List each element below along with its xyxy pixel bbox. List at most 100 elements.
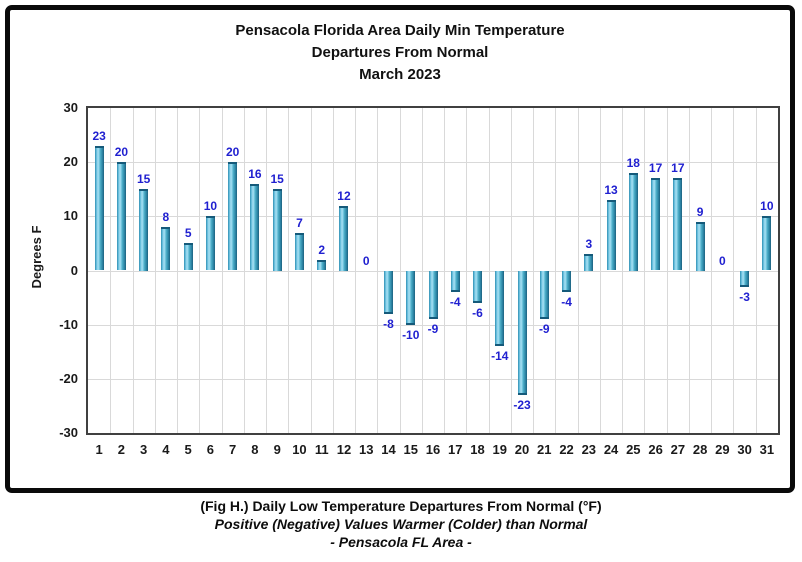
v-gridline xyxy=(755,108,757,433)
bar xyxy=(228,162,238,271)
bar-value-label: 2 xyxy=(318,242,326,257)
v-gridline xyxy=(110,108,112,433)
figure-caption: (Fig H.) Daily Low Temperature Departure… xyxy=(0,497,802,551)
bar-value-label: 0 xyxy=(362,253,370,268)
y-tick-label: 0 xyxy=(70,262,78,278)
chart-title-line-1: Pensacola Florida Area Daily Min Tempera… xyxy=(235,22,565,39)
bar xyxy=(517,270,527,396)
y-tick-label: -30 xyxy=(59,425,78,440)
bar-value-label: -23 xyxy=(513,398,531,413)
v-gridline xyxy=(488,108,490,433)
h-gridline xyxy=(88,162,778,164)
chart-title-line-3: March 2023 xyxy=(359,66,441,83)
bar xyxy=(584,254,594,271)
plot-inner: 23 20 15 8 5 10 20 16 15 7 2 12 0 -8 -10 -9 -4 -6 -14 -23 -9… xyxy=(88,108,778,433)
v-gridline xyxy=(555,108,557,433)
v-gridline xyxy=(177,108,179,433)
bar xyxy=(116,162,126,271)
bar-value-label: 17 xyxy=(671,161,685,176)
caption-line-2: Positive (Negative) Values Warmer (Colde… xyxy=(214,516,588,532)
bar-value-label: 10 xyxy=(760,199,774,214)
v-gridline xyxy=(444,108,446,433)
bar-value-label: 15 xyxy=(136,172,151,187)
x-axis-label: 14 xyxy=(381,442,396,457)
x-axis-label: 29 xyxy=(715,442,730,457)
bar xyxy=(450,270,460,293)
x-axis-label: 24 xyxy=(603,442,619,457)
x-axis-label: 23 xyxy=(581,442,597,457)
x-axis-label: 18 xyxy=(470,442,485,457)
bar xyxy=(495,270,505,347)
v-gridline xyxy=(377,108,379,433)
bar-value-label: 20 xyxy=(225,145,240,160)
x-axis-label: 27 xyxy=(670,442,686,457)
bar xyxy=(250,183,260,271)
v-gridline xyxy=(533,108,535,433)
v-gridline xyxy=(243,108,245,433)
v-gridline xyxy=(332,108,334,433)
caption-line-1: (Fig H.) Daily Low Temperature Departure… xyxy=(200,498,602,514)
x-axis-label: 3 xyxy=(140,442,148,457)
bar-value-label: 9 xyxy=(696,204,704,219)
x-axis-label: 12 xyxy=(336,442,352,457)
bar-value-label: 18 xyxy=(626,156,640,170)
bar xyxy=(539,270,549,320)
bar-value-label: -9 xyxy=(538,322,550,337)
v-gridline xyxy=(688,108,690,433)
x-axis-label: 22 xyxy=(559,442,574,457)
v-gridline xyxy=(644,108,646,433)
bar-value-label: 0 xyxy=(719,253,726,268)
x-axis-label: 31 xyxy=(759,442,775,457)
bar-value-label: 23 xyxy=(92,128,106,143)
x-axis-label: 7 xyxy=(229,442,237,457)
y-tick-label: -10 xyxy=(59,316,78,332)
chart-title: Pensacola Florida Area Daily Min Tempera… xyxy=(10,20,790,86)
x-axis-label: 28 xyxy=(692,442,708,457)
bar xyxy=(205,216,215,271)
x-axis-label: 26 xyxy=(648,442,663,457)
v-gridline xyxy=(199,108,201,433)
y-tick-label: -20 xyxy=(59,370,78,386)
x-axis-label: 8 xyxy=(251,442,259,457)
x-axis-label: 6 xyxy=(206,442,215,457)
bar-value-label: -4 xyxy=(561,295,572,310)
v-gridline xyxy=(599,108,601,433)
x-axis-label: 4 xyxy=(162,442,170,457)
h-gridline xyxy=(88,216,778,218)
bar-value-label: -3 xyxy=(739,289,750,304)
bar-value-label: 15 xyxy=(270,172,284,187)
bar-value-label: 7 xyxy=(296,215,303,230)
v-gridline xyxy=(622,108,624,433)
v-gridline xyxy=(421,108,423,433)
bar-value-label: 8 xyxy=(162,210,170,225)
bar xyxy=(406,270,416,325)
bar xyxy=(740,270,750,287)
v-gridline xyxy=(711,108,713,433)
bar xyxy=(383,270,393,314)
h-gridline xyxy=(88,378,778,380)
v-gridline xyxy=(266,108,268,433)
x-axis-label: 15 xyxy=(403,442,418,457)
v-gridline xyxy=(577,108,579,433)
v-gridline xyxy=(288,108,290,433)
bar xyxy=(695,221,705,271)
v-gridline xyxy=(666,108,668,433)
v-gridline xyxy=(510,108,512,433)
v-gridline xyxy=(355,108,357,433)
x-axis-label: 19 xyxy=(492,442,507,457)
bar-value-label: 17 xyxy=(648,161,663,176)
v-gridline xyxy=(132,108,134,433)
bar xyxy=(428,270,438,320)
bar xyxy=(673,178,683,271)
bar-value-label: -10 xyxy=(402,327,420,342)
v-gridline xyxy=(221,108,223,433)
x-axis-label: 13 xyxy=(358,442,374,457)
bar-value-label: 13 xyxy=(604,183,618,198)
v-gridline xyxy=(154,108,156,433)
x-axis-label: 30 xyxy=(737,442,752,457)
bar-value-label: 16 xyxy=(248,166,262,181)
bar xyxy=(94,145,104,271)
caption-line-3: - Pensacola FL Area - xyxy=(330,534,472,550)
bar-value-label: -14 xyxy=(491,349,509,364)
bar xyxy=(139,189,149,271)
